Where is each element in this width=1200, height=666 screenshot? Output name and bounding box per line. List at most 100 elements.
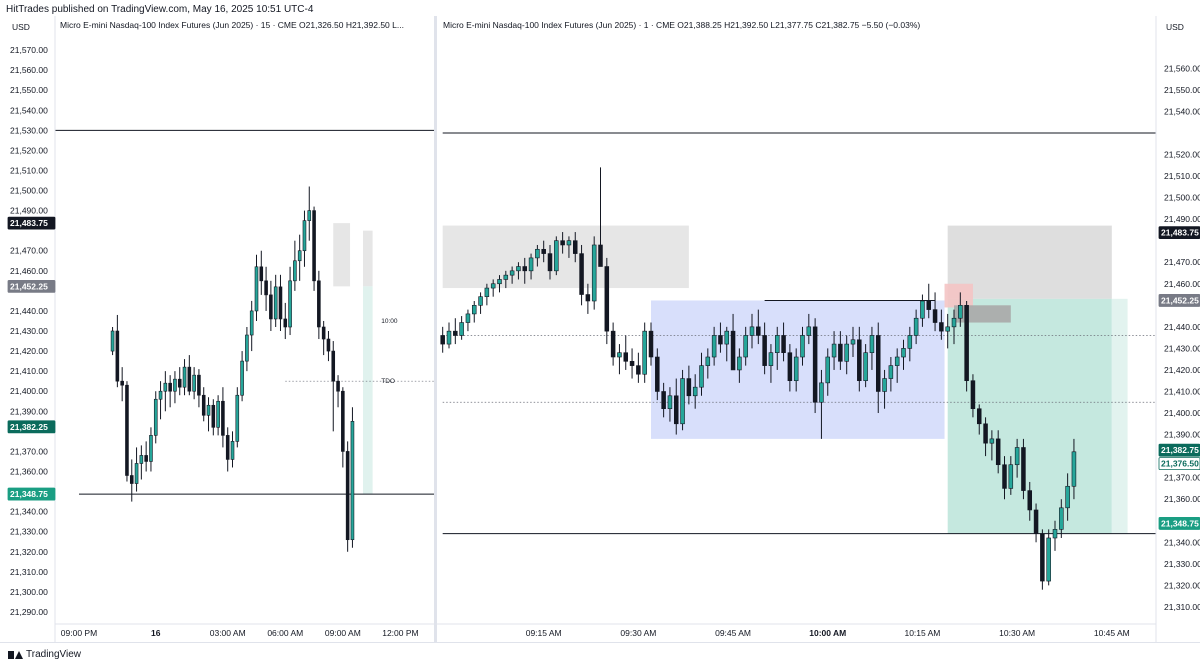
candle[interactable] — [516, 262, 521, 280]
candle[interactable] — [465, 309, 471, 332]
candle[interactable] — [907, 326, 913, 362]
price-zone[interactable] — [1111, 298, 1128, 534]
candle[interactable] — [168, 375, 172, 408]
candle[interactable] — [288, 266, 292, 336]
price-badge[interactable]: 21,376.50 — [1158, 457, 1200, 471]
candle[interactable] — [115, 314, 120, 388]
candle[interactable] — [547, 244, 553, 280]
candle[interactable] — [566, 236, 572, 258]
chart-header-legend[interactable]: Micro E-mini Nasdaq-100 Index Futures (J… — [443, 20, 920, 30]
candle[interactable] — [144, 441, 148, 472]
tradingview-logo[interactable]: TradingView — [8, 649, 81, 660]
candle[interactable] — [768, 344, 774, 383]
candle[interactable] — [1052, 520, 1058, 551]
candle[interactable] — [245, 326, 249, 372]
candle[interactable] — [216, 395, 220, 436]
candle[interactable] — [617, 344, 622, 375]
candle[interactable] — [211, 399, 216, 436]
candle[interactable] — [655, 348, 660, 401]
candle[interactable] — [636, 352, 641, 383]
candle[interactable] — [459, 316, 464, 340]
candle[interactable] — [976, 404, 982, 435]
candle[interactable] — [1008, 456, 1014, 495]
chart-header-legend[interactable]: Micro E-mini Nasdaq-100 Index Futures (J… — [60, 20, 404, 30]
price-zone[interactable] — [362, 286, 373, 495]
currency-label[interactable]: USD — [12, 22, 30, 32]
candle[interactable] — [629, 348, 635, 379]
price-badge[interactable]: 21,348.75 — [1158, 517, 1200, 530]
candle[interactable] — [326, 331, 331, 362]
candle[interactable] — [440, 326, 445, 353]
candle[interactable] — [964, 300, 969, 392]
candle[interactable] — [945, 313, 950, 349]
candle[interactable] — [718, 322, 723, 353]
candle[interactable] — [604, 257, 610, 345]
candle[interactable] — [503, 270, 509, 289]
candle[interactable] — [1040, 529, 1045, 590]
candle[interactable] — [471, 300, 477, 323]
currency-label[interactable]: USD — [1166, 22, 1184, 32]
candle[interactable] — [781, 322, 786, 362]
candle[interactable] — [554, 236, 559, 276]
candle[interactable] — [187, 355, 192, 396]
candle[interactable] — [844, 335, 849, 375]
candle[interactable] — [787, 344, 793, 392]
candle[interactable] — [737, 348, 742, 383]
candle[interactable] — [850, 326, 856, 358]
candle[interactable] — [129, 459, 134, 502]
candle[interactable] — [197, 369, 201, 408]
candle[interactable] — [321, 320, 326, 356]
candle[interactable] — [1021, 438, 1026, 500]
candle[interactable] — [153, 391, 158, 444]
candle[interactable] — [453, 318, 458, 345]
candle[interactable] — [283, 302, 288, 340]
candle[interactable] — [812, 318, 818, 414]
candle[interactable] — [139, 445, 144, 480]
candle[interactable] — [509, 266, 515, 284]
candle[interactable] — [254, 254, 259, 321]
candle[interactable] — [264, 266, 268, 311]
price-zone[interactable] — [944, 283, 973, 308]
price-axis[interactable]: USD 21,560.00 21,550.00 21,540.00 21,520.00 2… — [1155, 16, 1200, 642]
price-badge[interactable]: 21,382.25 — [7, 420, 56, 434]
candle[interactable] — [484, 283, 490, 306]
candle[interactable] — [1065, 473, 1070, 521]
candle[interactable] — [1014, 438, 1020, 478]
candle[interactable] — [192, 367, 196, 400]
price-badge[interactable]: 21,483.75 — [7, 216, 56, 230]
candle[interactable] — [1027, 481, 1033, 521]
candle[interactable] — [692, 374, 698, 409]
candle[interactable] — [149, 427, 153, 472]
candle[interactable] — [497, 275, 502, 293]
candle[interactable] — [661, 382, 666, 418]
candle[interactable] — [686, 365, 692, 405]
candle[interactable] — [336, 375, 340, 408]
candle[interactable] — [273, 274, 278, 327]
candle[interactable] — [774, 326, 780, 370]
candle[interactable] — [806, 313, 812, 345]
candle[interactable] — [831, 331, 837, 370]
candle[interactable] — [869, 326, 875, 370]
chart-pane-15m[interactable]: 10:00 TDO Micro E-mini Nasdaq-100 Index Fu… — [0, 16, 434, 642]
price-zone[interactable] — [947, 225, 1112, 299]
price-badge[interactable]: 21,452.25 — [1158, 294, 1200, 307]
candle[interactable] — [838, 331, 843, 370]
candle[interactable] — [756, 309, 761, 345]
candle[interactable] — [800, 326, 805, 366]
candle[interactable] — [297, 234, 302, 281]
candle[interactable] — [724, 326, 730, 362]
candle[interactable] — [648, 322, 654, 366]
candle[interactable] — [882, 369, 887, 409]
candle[interactable] — [446, 322, 452, 349]
candle[interactable] — [1046, 529, 1051, 586]
chart-1m[interactable]: Micro E-mini Nasdaq-100 Index Futures (J… — [437, 16, 1200, 642]
candle[interactable] — [278, 274, 283, 332]
candle[interactable] — [221, 387, 225, 448]
candle[interactable] — [307, 186, 312, 241]
price-badge[interactable]: 21,483.75 — [1158, 226, 1200, 239]
candle[interactable] — [793, 348, 799, 392]
candle[interactable] — [1002, 456, 1007, 500]
candle[interactable] — [705, 348, 711, 379]
candle[interactable] — [1071, 438, 1077, 500]
candle[interactable] — [642, 322, 647, 383]
